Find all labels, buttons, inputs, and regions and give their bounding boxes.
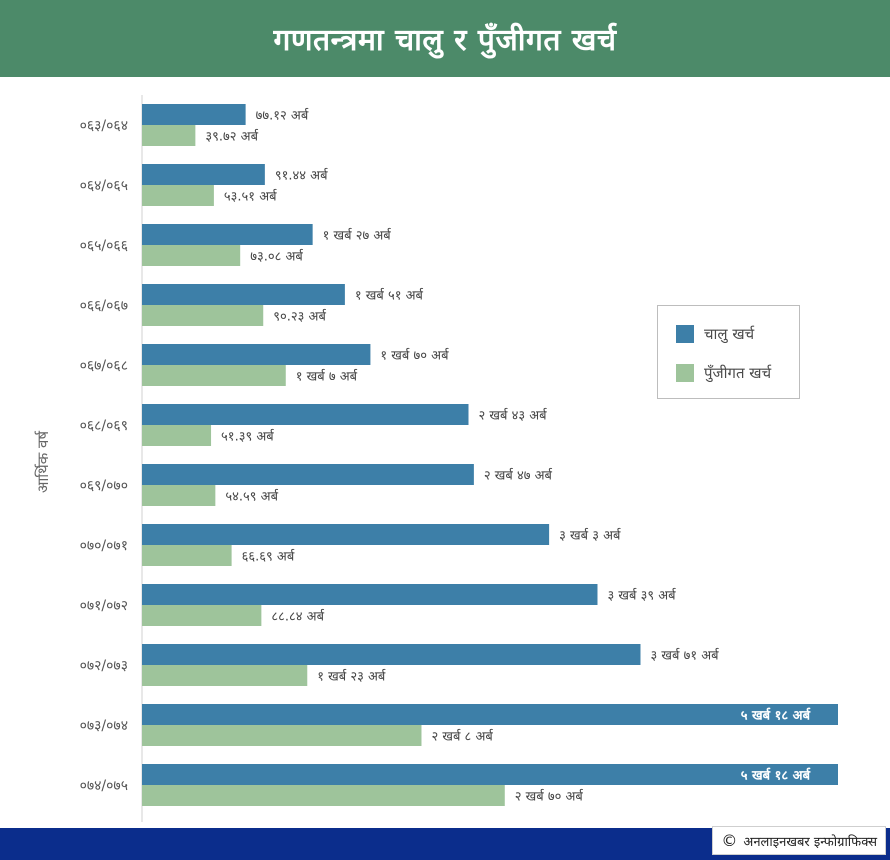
category-label: ०७२/०७३ xyxy=(80,658,128,674)
y-axis-title: आर्थिक वर्ष xyxy=(34,430,52,493)
current-expense-bar xyxy=(142,764,838,785)
category-label: ०६८/०६९ xyxy=(80,418,128,434)
category-label: ०६९/०७० xyxy=(80,478,128,494)
data-label: ८८.८४ अर्ब xyxy=(271,609,325,625)
data-label: ५३.५१ अर्ब xyxy=(224,189,278,205)
data-label: १ खर्ब ५१ अर्ब xyxy=(355,288,424,304)
data-label: ५४.५९ अर्ब xyxy=(225,489,279,505)
current-expense-bar xyxy=(142,404,469,425)
credit-text: अनलाइनखबर इन्फोग्राफिक्स xyxy=(743,834,877,850)
chart-title: गणतन्त्रमा चालु र पुँजीगत खर्च xyxy=(273,23,617,58)
capital-expense-bar xyxy=(142,245,241,266)
capital-expense-bar xyxy=(142,125,196,146)
current-expense-bar xyxy=(142,284,345,305)
data-label: ७३.०८ अर्ब xyxy=(250,249,304,265)
data-label: २ खर्ब ४३ अर्ब xyxy=(479,408,548,424)
current-expense-bar xyxy=(142,224,313,245)
credit-box: © अनलाइनखबर इन्फोग्राफिक्स xyxy=(712,826,886,855)
current-expense-bar xyxy=(142,164,265,185)
category-label: ०७४/०७५ xyxy=(80,778,128,794)
capital-expense-bar xyxy=(142,785,505,806)
data-label: ५१.३९ अर्ब xyxy=(221,429,275,445)
category-label: ०६५/०६६ xyxy=(80,238,128,254)
legend-label-capital: पुँजीगत खर्च xyxy=(704,364,772,382)
legend-swatch-current xyxy=(676,325,694,343)
data-label: ७७.१२ अर्ब xyxy=(256,108,310,124)
current-expense-bar xyxy=(142,464,474,485)
data-label: २ खर्ब ४७ अर्ब xyxy=(484,468,553,484)
legend-item-current: चालु खर्च xyxy=(676,324,754,344)
current-expense-bar xyxy=(142,344,371,365)
capital-expense-bar xyxy=(142,545,232,566)
legend-label-current: चालु खर्च xyxy=(704,325,755,343)
bar-chart: आर्थिक वर्ष ०६३/०६४ ७७.१२ अर्ब ३९.७२ अर्ब ०६… xyxy=(34,95,838,822)
current-expense-bar xyxy=(142,584,598,605)
category-label: ०७१/०७२ xyxy=(80,598,128,614)
category-label: ०६७/०६८ xyxy=(80,358,128,374)
data-label: ५ खर्ब १८ अर्ब xyxy=(741,768,811,784)
capital-expense-bar xyxy=(142,665,308,686)
legend-swatch-capital xyxy=(676,364,694,382)
category-label: ०६३/०६४ xyxy=(80,118,128,134)
data-label: १ खर्ब ७० अर्ब xyxy=(380,348,449,364)
data-label: ३९.७२ अर्ब xyxy=(205,129,259,145)
current-expense-bar xyxy=(142,644,641,665)
legend-item-capital: पुँजीगत खर्च xyxy=(676,363,771,383)
data-label: ६६.६९ अर्ब xyxy=(242,549,296,565)
capital-expense-bar xyxy=(142,305,264,326)
data-label: ९१.४४ अर्ब xyxy=(275,168,329,184)
data-label: ३ खर्ब ७१ अर्ब xyxy=(650,648,719,664)
data-label: २ खर्ब ८ अर्ब xyxy=(431,729,493,745)
data-label: ३ खर्ब ३९ अर्ब xyxy=(607,588,676,604)
chart-legend: चालु खर्च पुँजीगत खर्च xyxy=(657,305,800,399)
category-label: ०६६/०६७ xyxy=(80,298,128,314)
copyright-icon: © xyxy=(721,831,738,850)
capital-expense-bar xyxy=(142,425,212,446)
capital-expense-bar xyxy=(142,365,286,386)
data-label: २ खर्ब ७० अर्ब xyxy=(515,789,584,805)
data-label: ३ खर्ब ३ अर्ब xyxy=(559,528,621,544)
data-label: १ खर्ब २३ अर्ब xyxy=(317,669,386,685)
capital-expense-bar xyxy=(142,185,214,206)
header-banner: गणतन्त्रमा चालु र पुँजीगत खर्च xyxy=(0,0,890,77)
category-label: ०७३/०७४ xyxy=(80,718,128,734)
category-label: ०७०/०७१ xyxy=(80,538,128,554)
data-label: ९०.२३ अर्ब xyxy=(273,309,327,325)
current-expense-bar xyxy=(142,104,246,125)
current-expense-bar xyxy=(142,704,838,725)
capital-expense-bar xyxy=(142,605,262,626)
capital-expense-bar xyxy=(142,725,422,746)
capital-expense-bar xyxy=(142,485,216,506)
current-expense-bar xyxy=(142,524,550,545)
category-label: ०६४/०६५ xyxy=(80,178,128,194)
data-label: १ खर्ब २७ अर्ब xyxy=(323,228,392,244)
data-label: ५ खर्ब १८ अर्ब xyxy=(741,708,811,724)
data-label: १ खर्ब ७ अर्ब xyxy=(296,369,358,385)
